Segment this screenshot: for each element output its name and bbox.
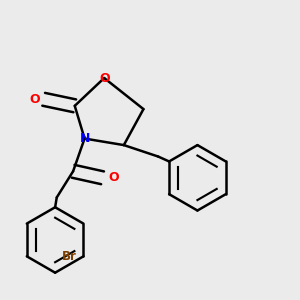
Text: O: O bbox=[109, 171, 119, 184]
Text: Br: Br bbox=[62, 250, 77, 263]
Text: N: N bbox=[80, 132, 90, 145]
Text: O: O bbox=[99, 71, 110, 85]
Text: O: O bbox=[30, 93, 40, 106]
